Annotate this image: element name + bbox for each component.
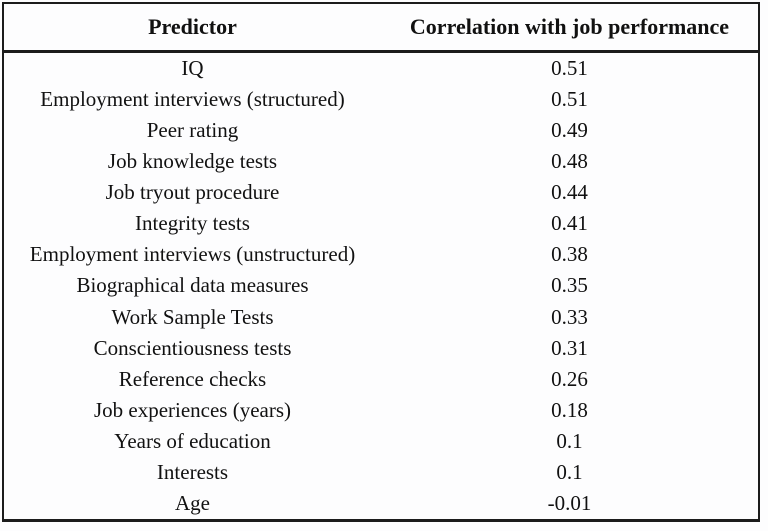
table-row: Employment interviews (structured) 0.51	[4, 84, 758, 115]
table-row: Job tryout procedure 0.44	[4, 177, 758, 208]
table-row: Work Sample Tests 0.33	[4, 302, 758, 333]
table-row: Reference checks 0.26	[4, 364, 758, 395]
correlation-cell: 0.1	[556, 459, 583, 484]
correlation-cell: 0.35	[551, 273, 588, 298]
correlation-cell: 0.33	[551, 304, 588, 329]
predictor-cell: Job knowledge tests	[107, 149, 278, 174]
correlation-cell: 0.26	[551, 366, 588, 391]
table-row: Job experiences (years) 0.18	[4, 395, 758, 426]
table-row: Job knowledge tests 0.48	[4, 146, 758, 177]
table-row: Biographical data measures 0.35	[4, 270, 758, 301]
predictor-cell: IQ	[181, 56, 204, 81]
predictor-cell: Interests	[156, 459, 229, 484]
correlation-cell: 0.1	[556, 428, 583, 453]
correlation-cell: 0.18	[551, 397, 588, 422]
table-body: IQ 0.51 Employment interviews (structure…	[4, 53, 758, 519]
table-row: Interests 0.1	[4, 457, 758, 488]
correlation-cell: 0.51	[551, 56, 588, 81]
correlation-cell: 0.48	[551, 149, 588, 174]
predictor-cell: Employment interviews (unstructured)	[29, 242, 356, 267]
table-row: Integrity tests 0.41	[4, 208, 758, 239]
correlation-cell: 0.38	[551, 242, 588, 267]
table-row: IQ 0.51	[4, 53, 758, 84]
predictor-cell: Peer rating	[146, 118, 239, 143]
predictor-cell: Conscientiousness tests	[93, 335, 292, 360]
correlation-cell: 0.44	[551, 180, 588, 205]
predictor-cell: Age	[175, 490, 210, 515]
table-row: Conscientiousness tests 0.31	[4, 333, 758, 364]
table-row: Employment interviews (unstructured) 0.3…	[4, 239, 758, 270]
correlation-cell: -0.01	[547, 490, 592, 515]
correlation-table: Predictor Correlation with job performan…	[2, 2, 760, 522]
correlation-cell: 0.41	[551, 211, 588, 236]
predictor-cell: Job tryout procedure	[105, 180, 280, 205]
correlation-cell: 0.51	[551, 87, 588, 112]
predictor-cell: Employment interviews (structured)	[40, 87, 345, 112]
predictor-cell: Biographical data measures	[76, 273, 309, 298]
predictor-cell: Years of education	[114, 428, 271, 453]
column-header-predictor: Predictor	[148, 14, 237, 39]
column-header-correlation: Correlation with job performance	[409, 14, 730, 39]
predictor-cell: Work Sample Tests	[111, 304, 274, 329]
predictor-cell: Integrity tests	[135, 211, 250, 236]
correlation-cell: 0.31	[551, 335, 588, 360]
predictor-cell: Reference checks	[118, 366, 267, 391]
table-header-row: Predictor Correlation with job performan…	[4, 4, 758, 53]
table-row: Years of education 0.1	[4, 426, 758, 457]
table-row: Age -0.01	[4, 488, 758, 519]
predictor-cell: Job experiences (years)	[93, 397, 292, 422]
table-row: Peer rating 0.49	[4, 115, 758, 146]
correlation-cell: 0.49	[551, 118, 588, 143]
